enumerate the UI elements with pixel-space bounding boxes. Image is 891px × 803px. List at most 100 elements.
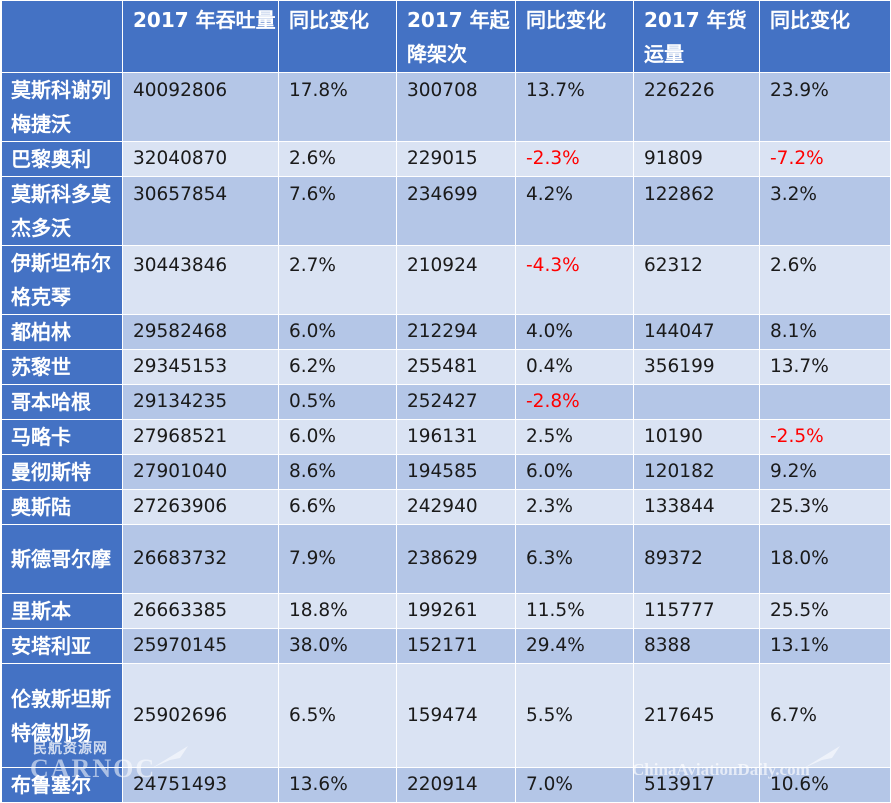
passengers-change-cell: 2.7% — [278, 245, 397, 315]
movements-cell: 252427 — [396, 384, 516, 420]
airport-name: 伊斯坦布尔格克琴 — [1, 245, 123, 315]
movements-cell: 242940 — [396, 489, 516, 525]
airport-name: 都柏林 — [1, 314, 123, 350]
passengers-change-cell: 38.0% — [278, 628, 397, 664]
airport-name: 安塔利亚 — [1, 628, 123, 664]
col-header-airport — [1, 0, 123, 73]
table-row: 巴黎奥利 32040870 2.6% 229015 -2.3% 91809 -7… — [1, 141, 891, 177]
cargo-cell: 10190 — [633, 419, 760, 455]
movements-change-cell: -4.3% — [515, 245, 634, 315]
airport-name: 奥斯陆 — [1, 489, 123, 525]
airport-name: 布鲁塞尔 — [1, 767, 123, 803]
cargo-cell: 226226 — [633, 72, 760, 142]
passengers-cell: 27901040 — [122, 454, 279, 490]
cargo-cell: 115777 — [633, 593, 760, 629]
table-row: 莫斯科谢列梅捷沃 40092806 17.8% 300708 13.7% 226… — [1, 72, 891, 142]
airport-name: 苏黎世 — [1, 349, 123, 385]
movements-cell: 300708 — [396, 72, 516, 142]
passengers-cell: 27263906 — [122, 489, 279, 525]
header-row: 2017 年吞吐量 同比变化 2017 年起降架次 同比变化 2017 年货运量… — [1, 0, 891, 73]
cargo-change-cell: 6.7% — [759, 663, 891, 768]
passengers-change-cell: 6.0% — [278, 314, 397, 350]
col-header-movements: 2017 年起降架次 — [396, 0, 516, 73]
cargo-cell: 91809 — [633, 141, 760, 177]
passengers-cell: 24751493 — [122, 767, 279, 803]
cargo-change-cell: 13.1% — [759, 628, 891, 664]
passengers-change-cell: 18.8% — [278, 593, 397, 629]
cargo-change-cell: 25.3% — [759, 489, 891, 525]
table-row: 斯德哥尔摩 26683732 7.9% 238629 6.3% 89372 18… — [1, 524, 891, 594]
movements-cell: 212294 — [396, 314, 516, 350]
passengers-change-cell: 13.6% — [278, 767, 397, 803]
passengers-change-cell: 0.5% — [278, 384, 397, 420]
cargo-cell: 62312 — [633, 245, 760, 315]
passengers-change-cell: 7.6% — [278, 176, 397, 246]
movements-change-cell: 6.0% — [515, 454, 634, 490]
cargo-change-cell: 23.9% — [759, 72, 891, 142]
cargo-change-cell: 3.2% — [759, 176, 891, 246]
cargo-cell — [633, 384, 760, 420]
airport-name: 莫斯科谢列梅捷沃 — [1, 72, 123, 142]
movements-change-cell: 7.0% — [515, 767, 634, 803]
passengers-cell: 26663385 — [122, 593, 279, 629]
airport-name: 里斯本 — [1, 593, 123, 629]
cargo-cell: 89372 — [633, 524, 760, 594]
passengers-change-cell: 2.6% — [278, 141, 397, 177]
movements-cell: 220914 — [396, 767, 516, 803]
movements-cell: 152171 — [396, 628, 516, 664]
passengers-cell: 29345153 — [122, 349, 279, 385]
movements-change-cell: 4.0% — [515, 314, 634, 350]
passengers-change-cell: 6.5% — [278, 663, 397, 768]
passengers-cell: 25902696 — [122, 663, 279, 768]
table-row: 都柏林 29582468 6.0% 212294 4.0% 144047 8.1… — [1, 314, 891, 350]
passengers-cell: 30657854 — [122, 176, 279, 246]
movements-change-cell: 13.7% — [515, 72, 634, 142]
movements-cell: 159474 — [396, 663, 516, 768]
movements-change-cell: 11.5% — [515, 593, 634, 629]
table-row: 奥斯陆 27263906 6.6% 242940 2.3% 133844 25.… — [1, 489, 891, 525]
table-row: 马略卡 27968521 6.0% 196131 2.5% 10190 -2.5… — [1, 419, 891, 455]
movements-change-cell: 29.4% — [515, 628, 634, 664]
passengers-cell: 26683732 — [122, 524, 279, 594]
table-row: 曼彻斯特 27901040 8.6% 194585 6.0% 120182 9.… — [1, 454, 891, 490]
cargo-change-cell: 9.2% — [759, 454, 891, 490]
movements-cell: 234699 — [396, 176, 516, 246]
movements-cell: 238629 — [396, 524, 516, 594]
movements-cell: 199261 — [396, 593, 516, 629]
cargo-cell: 217645 — [633, 663, 760, 768]
col-header-passengers: 2017 年吞吐量 — [122, 0, 279, 73]
passengers-change-cell: 17.8% — [278, 72, 397, 142]
passengers-cell: 27968521 — [122, 419, 279, 455]
table-row: 苏黎世 29345153 6.2% 255481 0.4% 356199 13.… — [1, 349, 891, 385]
passengers-change-cell: 6.0% — [278, 419, 397, 455]
cargo-change-cell: -2.5% — [759, 419, 891, 455]
movements-change-cell: 4.2% — [515, 176, 634, 246]
movements-cell: 194585 — [396, 454, 516, 490]
col-header-cargo-change: 同比变化 — [759, 0, 891, 73]
cargo-change-cell: 13.7% — [759, 349, 891, 385]
movements-change-cell: 0.4% — [515, 349, 634, 385]
cargo-change-cell — [759, 384, 891, 420]
cargo-change-cell: 18.0% — [759, 524, 891, 594]
table-row: 里斯本 26663385 18.8% 199261 11.5% 115777 2… — [1, 593, 891, 629]
movements-cell: 196131 — [396, 419, 516, 455]
movements-change-cell: 5.5% — [515, 663, 634, 768]
cargo-change-cell: 25.5% — [759, 593, 891, 629]
movements-cell: 229015 — [396, 141, 516, 177]
movements-cell: 210924 — [396, 245, 516, 315]
passengers-cell: 40092806 — [122, 72, 279, 142]
airport-name: 斯德哥尔摩 — [1, 524, 123, 594]
passengers-change-cell: 7.9% — [278, 524, 397, 594]
passengers-change-cell: 6.2% — [278, 349, 397, 385]
table-row: 布鲁塞尔 24751493 13.6% 220914 7.0% 513917 1… — [1, 767, 891, 803]
cargo-cell: 513917 — [633, 767, 760, 803]
table-row: 伦敦斯坦斯特德机场 25902696 6.5% 159474 5.5% 2176… — [1, 663, 891, 768]
movements-change-cell: -2.3% — [515, 141, 634, 177]
cargo-cell: 133844 — [633, 489, 760, 525]
cargo-change-cell: 10.6% — [759, 767, 891, 803]
passengers-cell: 32040870 — [122, 141, 279, 177]
airport-name: 巴黎奥利 — [1, 141, 123, 177]
table-row: 安塔利亚 25970145 38.0% 152171 29.4% 8388 13… — [1, 628, 891, 664]
col-header-passengers-change: 同比变化 — [278, 0, 397, 73]
